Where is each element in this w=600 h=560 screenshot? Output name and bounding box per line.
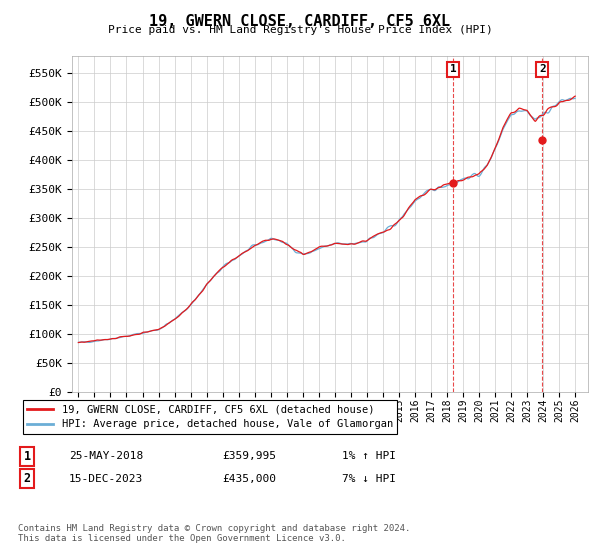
Text: 19, GWERN CLOSE, CARDIFF, CF5 6XL: 19, GWERN CLOSE, CARDIFF, CF5 6XL bbox=[149, 14, 451, 29]
Text: Price paid vs. HM Land Registry's House Price Index (HPI): Price paid vs. HM Land Registry's House … bbox=[107, 25, 493, 35]
Text: 15-DEC-2023: 15-DEC-2023 bbox=[69, 474, 143, 484]
Text: 2: 2 bbox=[23, 472, 31, 486]
Text: 1% ↑ HPI: 1% ↑ HPI bbox=[342, 451, 396, 461]
Text: £435,000: £435,000 bbox=[222, 474, 276, 484]
Text: 25-MAY-2018: 25-MAY-2018 bbox=[69, 451, 143, 461]
Text: Contains HM Land Registry data © Crown copyright and database right 2024.
This d: Contains HM Land Registry data © Crown c… bbox=[18, 524, 410, 543]
Text: 1: 1 bbox=[23, 450, 31, 463]
Text: £359,995: £359,995 bbox=[222, 451, 276, 461]
Text: 1: 1 bbox=[449, 64, 457, 74]
Text: 2: 2 bbox=[539, 64, 546, 74]
Text: 7% ↓ HPI: 7% ↓ HPI bbox=[342, 474, 396, 484]
Legend: 19, GWERN CLOSE, CARDIFF, CF5 6XL (detached house), HPI: Average price, detached: 19, GWERN CLOSE, CARDIFF, CF5 6XL (detac… bbox=[23, 400, 397, 433]
